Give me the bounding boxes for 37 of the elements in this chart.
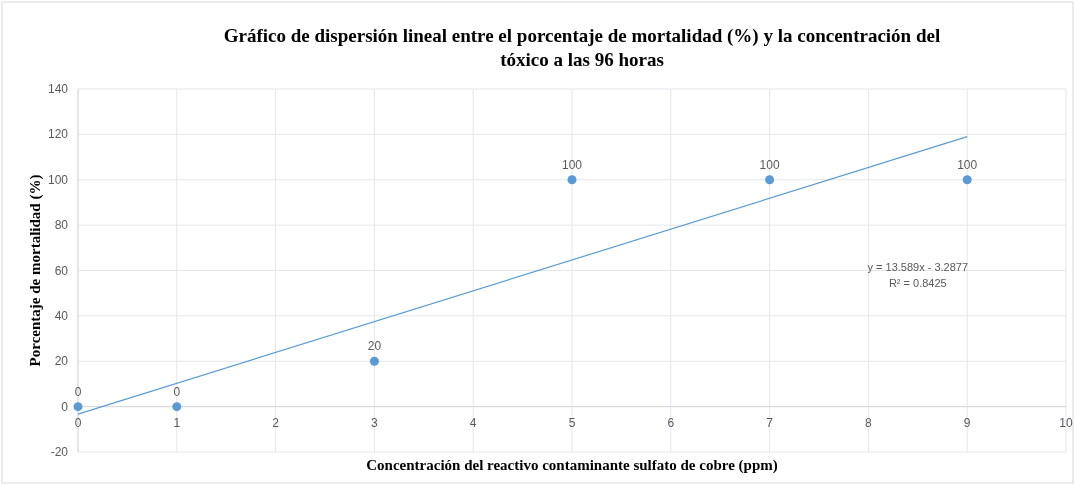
x-tick-label: 9 — [963, 415, 971, 430]
y-tick-label: 20 — [54, 354, 69, 369]
x-tick-label: 5 — [568, 415, 576, 430]
y-tick-label: 60 — [54, 263, 69, 278]
x-tick-label: 6 — [667, 415, 675, 430]
x-tick-label: 3 — [371, 415, 379, 430]
point — [73, 402, 83, 412]
x-axis-title: Concentración del reactivo contaminante sulfato de cobre (ppm) — [366, 457, 778, 474]
data-label: 100 — [561, 157, 583, 172]
y-tick-label: 120 — [47, 127, 69, 142]
annotation: y = 13.589x - 3.2877 — [867, 260, 969, 273]
data-label: 100 — [957, 157, 978, 172]
y-tick-label: 80 — [54, 218, 69, 233]
x-tick-label: 0 — [74, 415, 82, 430]
chart-title: Gráfico de dispersión lineal entre el porcentaje de mortalidad (%) y la concentración del tóxico a las 96 horas — [223, 25, 941, 70]
x-tick-label: 8 — [865, 415, 873, 430]
data-label: 20 — [367, 339, 382, 354]
point — [567, 175, 577, 185]
y-axis-title: Porcentaje de mortalidad (%) — [27, 174, 44, 367]
x-tick-label: 2 — [272, 415, 280, 430]
x-tick-label: 4 — [469, 415, 477, 430]
y-tick-label: 100 — [47, 172, 69, 187]
y-tick-label: 140 — [47, 82, 69, 96]
y-tick-label: 40 — [54, 308, 69, 323]
x-tick-label: 7 — [766, 415, 774, 430]
annotation: R² = 0.8425 — [888, 276, 947, 289]
point — [962, 175, 972, 185]
data-label: 0 — [74, 384, 82, 399]
point — [765, 175, 775, 185]
x-tick-label: 1 — [173, 415, 181, 430]
y-tick-label: 0 — [61, 399, 69, 414]
point — [369, 356, 379, 366]
data-label: 100 — [759, 157, 780, 172]
data-label: 0 — [173, 384, 181, 399]
y-tick-label: -20 — [50, 445, 69, 459]
x-tick-label: 10 — [1059, 415, 1073, 430]
point — [172, 402, 182, 412]
